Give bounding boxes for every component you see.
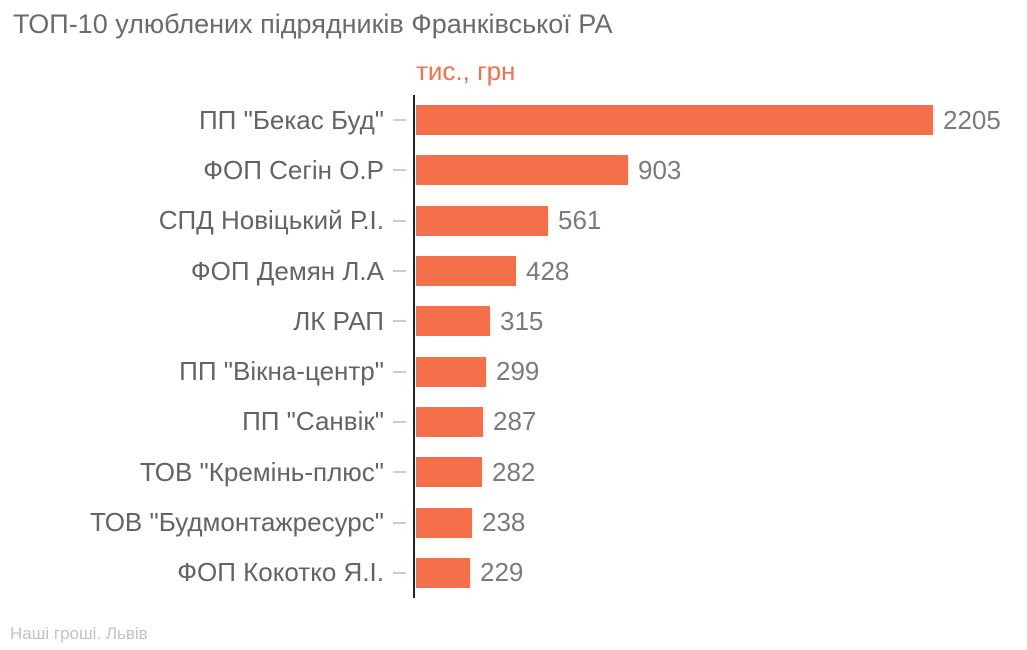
bar-wrap: 238 [416, 507, 1027, 538]
bar-row: ТОВ "Кремінь-плюс" 282 [0, 447, 1027, 497]
category-label: ТОВ "Будмонтажресурс" [89, 507, 384, 538]
category-label: ЛК РАП [293, 305, 384, 336]
bar [416, 256, 516, 287]
bar-wrap: 229 [416, 557, 1027, 588]
axis-tick [393, 320, 406, 323]
source-credit: Наші гроші. Львів [10, 624, 148, 643]
bar-row: ТОВ "Будмонтажресурс" 238 [0, 497, 1027, 547]
bar [416, 105, 933, 136]
bar-wrap: 287 [416, 406, 1027, 437]
value-label: 428 [526, 255, 570, 286]
axis-tick [393, 270, 406, 273]
bar-row: ЛК РАП 315 [0, 296, 1027, 346]
bar-row: ПП "Бекас Буд" 2205 [0, 95, 1027, 145]
chart-title: ТОП-10 улюблених підрядників Франківсько… [13, 9, 613, 39]
value-label: 299 [496, 356, 540, 387]
bar [416, 356, 486, 387]
value-label: 561 [558, 205, 602, 236]
bar-wrap: 428 [416, 256, 1027, 287]
value-label: 238 [482, 507, 526, 538]
category-axis-line [413, 95, 415, 598]
value-label: 315 [500, 305, 544, 336]
bar [416, 457, 482, 488]
axis-tick [393, 169, 406, 172]
bar-row: СПД Новіцький Р.І. 561 [0, 196, 1027, 246]
bar-row: ПП "Вікна-центр" 299 [0, 346, 1027, 396]
bar-row: ФОП Кокотко Я.І. 229 [0, 548, 1027, 598]
category-label: ПП "Санвік" [242, 406, 384, 437]
plot-area: ПП "Бекас Буд" 2205 ФОП Сегін О.Р 903 СП… [0, 95, 1027, 598]
bar [416, 406, 483, 437]
bar [416, 306, 490, 337]
category-label: ФОП Сегін О.Р [203, 154, 384, 185]
value-label: 229 [480, 557, 524, 588]
axis-tick [393, 521, 406, 524]
bar-wrap: 561 [416, 205, 1027, 236]
axis-tick [393, 471, 406, 474]
value-label: 287 [493, 406, 537, 437]
bar [416, 155, 628, 186]
axis-tick [393, 370, 406, 373]
bar-row: ПП "Санвік" 287 [0, 397, 1027, 447]
axis-tick [393, 571, 406, 574]
category-label: ПП "Бекас Буд" [198, 104, 384, 135]
category-label: СПД Новіцький Р.І. [158, 205, 384, 236]
category-label: ПП "Вікна-центр" [179, 356, 384, 387]
axis-tick [393, 420, 406, 423]
bar [416, 205, 548, 236]
bar [416, 557, 470, 588]
category-label: ФОП Кокотко Я.І. [177, 557, 384, 588]
value-label: 903 [638, 154, 682, 185]
bar-wrap: 299 [416, 356, 1027, 387]
bar-wrap: 2205 [416, 105, 1027, 136]
value-label: 282 [492, 456, 536, 487]
bar-wrap: 282 [416, 457, 1027, 488]
bar-wrap: 903 [416, 155, 1027, 186]
axis-tick [393, 219, 406, 222]
value-axis-title: тис., грн [416, 56, 516, 86]
axis-tick [393, 119, 406, 122]
bar [416, 507, 472, 538]
value-label: 2205 [943, 104, 1001, 135]
category-label: ФОП Демян Л.А [190, 255, 384, 286]
category-label: ТОВ "Кремінь-плюс" [140, 456, 384, 487]
bar-rows: ПП "Бекас Буд" 2205 ФОП Сегін О.Р 903 СП… [0, 95, 1027, 598]
bar-row: ФОП Сегін О.Р 903 [0, 145, 1027, 195]
bar-wrap: 315 [416, 306, 1027, 337]
bar-row: ФОП Демян Л.А 428 [0, 246, 1027, 296]
